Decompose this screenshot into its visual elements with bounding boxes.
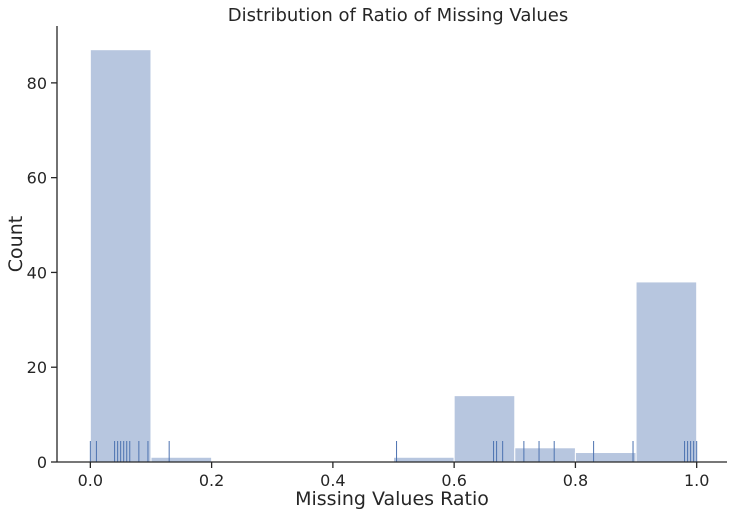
y-tick-label: 20 bbox=[27, 358, 47, 377]
histogram-bar bbox=[453, 395, 516, 463]
y-tick-label: 0 bbox=[37, 453, 47, 472]
x-tick-label: 0.0 bbox=[78, 471, 103, 490]
rug-marks bbox=[89, 441, 698, 462]
x-tick-label: 0.4 bbox=[320, 471, 345, 490]
x-tick-label: 0.2 bbox=[199, 471, 224, 490]
x-tick-label: 0.8 bbox=[563, 471, 588, 490]
histogram-bars bbox=[89, 49, 698, 463]
x-tick-label: 0.6 bbox=[441, 471, 466, 490]
y-axis-label: Count bbox=[5, 216, 27, 272]
x-axis-ticks: 0.0 0.2 0.4 0.6 0.8 1.0 bbox=[78, 462, 709, 490]
chart-title: Distribution of Ratio of Missing Values bbox=[228, 5, 568, 26]
x-axis-label: Missing Values Ratio bbox=[295, 488, 489, 510]
histogram-bar bbox=[89, 49, 152, 463]
histogram-bar bbox=[635, 281, 698, 463]
x-tick-label: 1.0 bbox=[684, 471, 709, 490]
histogram-bar bbox=[150, 456, 213, 463]
y-tick-label: 40 bbox=[27, 263, 47, 282]
histogram-bar bbox=[574, 452, 637, 463]
y-tick-label: 80 bbox=[27, 74, 47, 93]
histogram-bar bbox=[393, 456, 455, 463]
y-axis-ticks: 0 20 40 60 80 bbox=[27, 74, 57, 472]
y-tick-label: 60 bbox=[27, 169, 47, 188]
